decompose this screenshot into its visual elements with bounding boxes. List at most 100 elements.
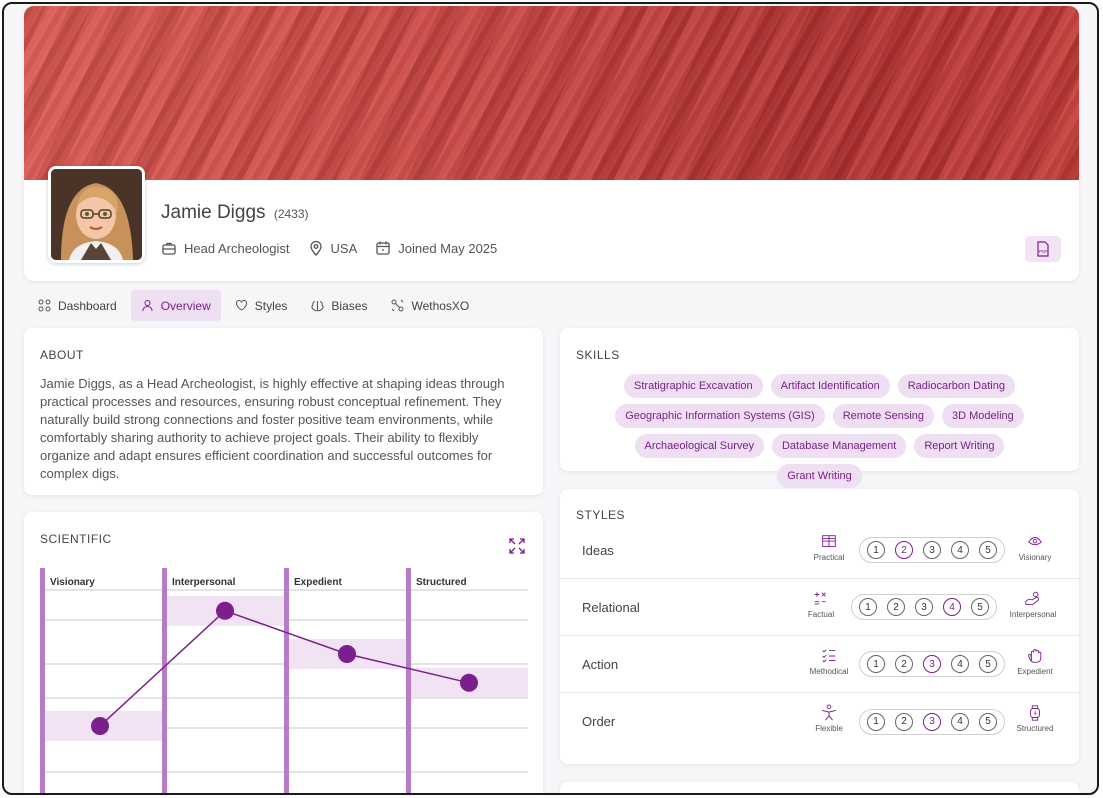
scale-option[interactable]: 4: [951, 655, 969, 673]
style-label: Order: [582, 714, 616, 729]
scale-option[interactable]: 2: [895, 655, 913, 673]
structured-icon: [1030, 705, 1040, 721]
joined-item: Joined May 2025: [375, 240, 497, 256]
scale-option[interactable]: 3: [923, 541, 941, 559]
style-pole-left: Factual: [791, 590, 851, 619]
style-row-relational: Relational Factual 1 2 3 4 5 Interpersonal: [560, 579, 1079, 636]
style-pole-left: Flexible: [799, 704, 859, 733]
tab-dashboard[interactable]: Dashboard: [28, 290, 127, 321]
briefcase-icon: [162, 242, 176, 255]
styles-title: STYLES: [576, 508, 626, 522]
pole-label: Flexible: [815, 724, 843, 733]
skill-chip[interactable]: Stratigraphic Excavation: [624, 374, 763, 398]
heart-icon: [235, 299, 247, 311]
chart-line: [99, 609, 470, 727]
scale-option[interactable]: 5: [971, 598, 989, 616]
skill-chip[interactable]: Artifact Identification: [770, 374, 890, 398]
tab-overview[interactable]: Overview: [130, 290, 221, 321]
scale-option[interactable]: 2: [895, 541, 913, 559]
pdf-download-button[interactable]: PDF: [1025, 236, 1061, 262]
role-text: Head Archeologist: [184, 240, 290, 256]
tab-label: Dashboard: [58, 298, 117, 313]
profile-name: Jamie Diggs (2433): [161, 202, 309, 224]
scale-option[interactable]: 4: [951, 541, 969, 559]
pole-label: Structured: [1016, 724, 1054, 733]
flexible-icon: [821, 704, 837, 721]
chart-column-bar: [40, 568, 45, 793]
about-title: ABOUT: [40, 348, 84, 362]
skill-chip[interactable]: Remote Sensing: [832, 404, 935, 428]
style-pole-left: Methodical: [799, 647, 859, 676]
style-label: Relational: [582, 599, 640, 615]
scale-option[interactable]: 4: [943, 598, 961, 616]
skill-chip[interactable]: Database Management: [771, 434, 907, 458]
joined-text: Joined May 2025: [398, 240, 498, 256]
style-pole-right: Visionary: [1005, 533, 1065, 562]
chart-column-bar: [162, 568, 167, 793]
chart-point: [91, 717, 109, 735]
profile-header: Jamie Diggs (2433) Head Archeologist USA…: [24, 6, 1079, 281]
scale-option[interactable]: 4: [951, 712, 969, 731]
scale-option[interactable]: 1: [859, 598, 877, 616]
expand-icon[interactable]: [509, 538, 525, 554]
tab-label: Biases: [331, 298, 368, 313]
pole-label: Interpersonal: [1009, 610, 1057, 619]
scale-option[interactable]: 3: [923, 655, 941, 673]
visionary-icon: [1028, 537, 1042, 546]
tab-biases[interactable]: Biases: [301, 290, 377, 321]
scale-option[interactable]: 5: [979, 541, 997, 559]
network-icon: [391, 299, 404, 312]
style-pole-right: Interpersonal: [1003, 590, 1063, 619]
skill-chip[interactable]: Radiocarbon Dating: [897, 374, 1015, 398]
calendar-icon: [376, 241, 390, 255]
scale-option[interactable]: 1: [867, 712, 885, 731]
about-card: ABOUT Jamie Diggs, as a Head Archeologis…: [24, 328, 543, 495]
factual-icon: [814, 592, 826, 605]
scale-option[interactable]: 2: [887, 598, 905, 616]
pole-label: Methodical: [809, 667, 849, 676]
chart-column-bar: [284, 568, 289, 793]
about-text: Jamie Diggs, as a Head Archeologist, is …: [40, 376, 505, 481]
user-icon: [142, 300, 153, 312]
style-rows: Ideas Practical 1 2 3 4 5 Visionary Relational Fa…: [560, 522, 1079, 750]
style-pole-right: Structured: [1005, 704, 1065, 733]
skills-title: SKILLS: [576, 348, 620, 362]
skill-chip[interactable]: Archaeological Survey: [634, 434, 764, 458]
skill-chip[interactable]: Report Writing: [914, 434, 1005, 458]
profile-meta: Head Archeologist USA Joined May 2025: [161, 240, 497, 256]
scale-option[interactable]: 2: [895, 712, 913, 731]
tab-wethosxo[interactable]: WethosXO: [381, 290, 479, 321]
scale-option[interactable]: 5: [979, 712, 997, 731]
profile-name-text: Jamie Diggs: [161, 202, 266, 223]
scale-option[interactable]: 3: [915, 598, 933, 616]
chart-column-bar: [406, 568, 411, 793]
style-row-action: Action Methodical 1 2 3 4 5 Expedient: [560, 636, 1079, 693]
scale-option[interactable]: 1: [867, 655, 885, 673]
scale-option[interactable]: 1: [867, 541, 885, 559]
style-row-ideas: Ideas Practical 1 2 3 4 5 Visionary: [560, 522, 1079, 579]
style-row-order: Order Flexible 1 2 3 4 5 Structured: [560, 693, 1079, 750]
skill-chip[interactable]: Geographic Information Systems (GIS): [615, 404, 825, 428]
chart-category-label: Expedient: [294, 577, 342, 588]
tab-styles[interactable]: Styles: [225, 290, 298, 321]
pdf-icon: PDF: [1037, 241, 1049, 257]
skills-chip-list: Stratigraphic Excavation Artifact Identi…: [576, 374, 1063, 488]
tab-label: Styles: [254, 298, 288, 313]
interpersonal-icon: [1025, 591, 1040, 605]
scale-option[interactable]: 3: [923, 712, 941, 731]
tab-label: Overview: [160, 298, 211, 313]
skill-chip[interactable]: 3D Modeling: [942, 404, 1024, 428]
scientific-chart: Visionary Interpersonal Expedient Structure…: [40, 568, 528, 793]
tab-label: WethosXO: [411, 298, 470, 313]
style-pole-right: Expedient: [1005, 647, 1065, 676]
scale-option[interactable]: 5: [979, 655, 997, 673]
profile-banner: [24, 6, 1079, 180]
skill-chip[interactable]: Grant Writing: [777, 464, 862, 488]
brain-icon: [311, 301, 324, 312]
chart-point: [460, 673, 478, 692]
methodical-icon: [822, 649, 836, 663]
practical-icon: [822, 535, 836, 547]
